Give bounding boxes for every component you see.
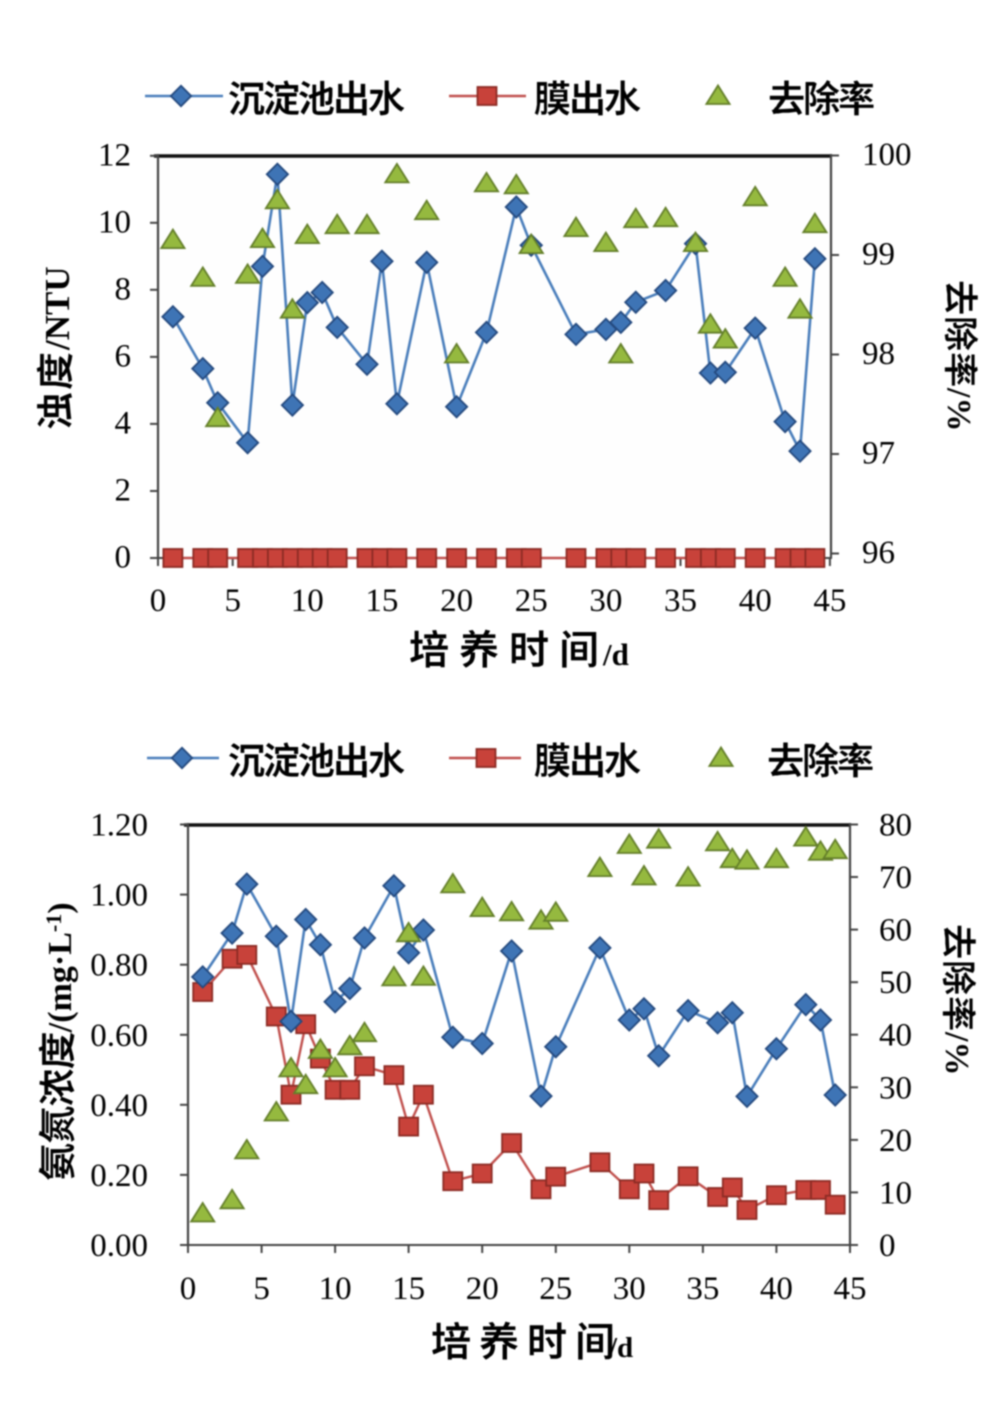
svg-text:80: 80 (879, 808, 912, 844)
svg-text:100: 100 (862, 137, 912, 173)
svg-text:40: 40 (879, 1018, 912, 1054)
svg-text:30: 30 (589, 583, 622, 619)
svg-text:0.20: 0.20 (90, 1158, 148, 1194)
svg-text:10: 10 (319, 1271, 352, 1307)
svg-text:1.00: 1.00 (90, 878, 148, 914)
svg-text:10: 10 (879, 1175, 912, 1211)
svg-text:60: 60 (879, 913, 912, 949)
svg-text:/%: /% (940, 387, 977, 431)
svg-text:15: 15 (392, 1271, 425, 1307)
svg-text:1.20: 1.20 (90, 808, 148, 844)
svg-text:0.40: 0.40 (90, 1088, 148, 1124)
svg-text:2: 2 (115, 473, 132, 509)
svg-text:/d: /d (608, 1332, 633, 1364)
svg-text:0.80: 0.80 (90, 948, 148, 984)
svg-text:10: 10 (98, 204, 131, 240)
svg-text:50: 50 (879, 965, 912, 1001)
svg-text:40: 40 (760, 1271, 793, 1307)
svg-text:0: 0 (150, 583, 167, 619)
svg-text:/%: /% (938, 1031, 975, 1075)
svg-text:0: 0 (180, 1271, 197, 1307)
svg-text:35: 35 (686, 1271, 719, 1307)
svg-text:25: 25 (515, 583, 548, 619)
svg-text:30: 30 (879, 1070, 912, 1106)
svg-text:/NTU: /NTU (38, 266, 77, 351)
svg-text:0.00: 0.00 (90, 1228, 148, 1264)
svg-text:25: 25 (539, 1271, 572, 1307)
svg-text:5: 5 (253, 1271, 270, 1307)
svg-text:98: 98 (862, 336, 895, 372)
svg-text:8: 8 (115, 271, 132, 307)
svg-text:0: 0 (115, 540, 132, 576)
svg-text:20: 20 (440, 583, 473, 619)
svg-text:20: 20 (879, 1123, 912, 1159)
svg-text:30: 30 (613, 1271, 646, 1307)
svg-text:35: 35 (664, 583, 697, 619)
svg-text:99: 99 (862, 237, 895, 273)
svg-text:15: 15 (365, 583, 398, 619)
svg-text:70: 70 (879, 860, 912, 896)
svg-text:45: 45 (813, 583, 846, 619)
svg-text:0: 0 (879, 1228, 896, 1264)
svg-text:10: 10 (291, 583, 324, 619)
svg-text:45: 45 (834, 1271, 867, 1307)
svg-text:6: 6 (115, 338, 132, 374)
svg-text:97: 97 (862, 436, 895, 472)
svg-text:12: 12 (98, 137, 131, 173)
svg-text:/d: /d (602, 637, 629, 672)
svg-text:40: 40 (739, 583, 772, 619)
svg-text:4: 4 (115, 405, 132, 441)
svg-text:5: 5 (224, 583, 241, 619)
svg-text:96: 96 (862, 535, 895, 571)
svg-text:20: 20 (466, 1271, 499, 1307)
svg-text:0.60: 0.60 (90, 1018, 148, 1054)
